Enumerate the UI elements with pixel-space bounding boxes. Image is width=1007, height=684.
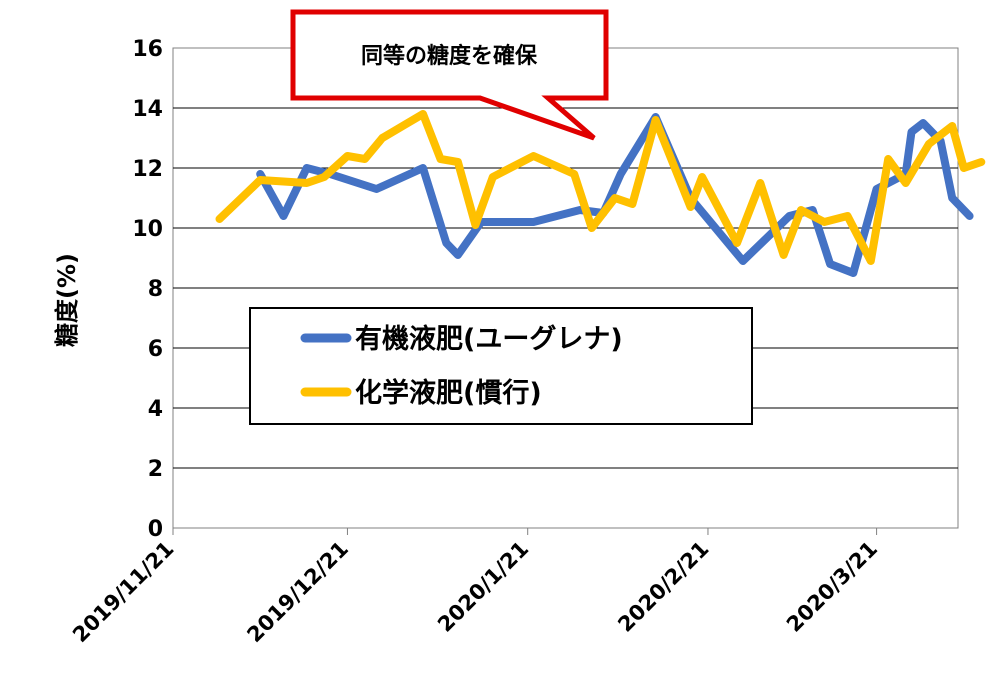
y-tick-label: 0 [148,517,163,542]
y-tick-label: 12 [132,157,163,182]
x-tick-label: 2019/12/21 [243,537,353,647]
series-line-chemical [215,110,986,265]
callout-annotation: 同等の糖度を確保 [290,9,609,141]
series-lines [215,110,986,277]
y-tick-label: 14 [132,97,163,122]
y-tick-label: 2 [148,457,163,482]
x-tick-label: 2020/2/21 [613,537,713,637]
y-tick-label: 16 [132,37,163,62]
x-axis-ticks: 2019/11/21 2019/12/21 2020/1/21 2020/2/21 20… [68,528,882,647]
x-tick-label: 2019/11/21 [68,537,178,647]
y-axis-label: 糖度(%) [53,253,81,347]
y-tick-label: 6 [148,337,163,362]
legend-label-organic: 有機液肥(ユーグレナ) [355,323,623,355]
callout-text: 同等の糖度を確保 [361,43,538,69]
y-tick-label: 4 [148,397,163,422]
legend: 有機液肥(ユーグレナ) 化学液肥(慣行) [249,307,753,425]
legend-label-chemical: 化学液肥(慣行) [355,377,542,409]
y-tick-label: 8 [148,277,163,302]
y-tick-label: 10 [132,217,163,242]
callout-bubble [290,9,609,141]
y-axis-ticks: 0 2 4 6 8 10 12 14 16 [132,37,163,542]
legend-box [249,307,753,425]
x-tick-label: 2020/1/21 [433,537,533,637]
x-tick-label: 2020/3/21 [782,537,882,637]
series-line-organic [256,113,974,277]
